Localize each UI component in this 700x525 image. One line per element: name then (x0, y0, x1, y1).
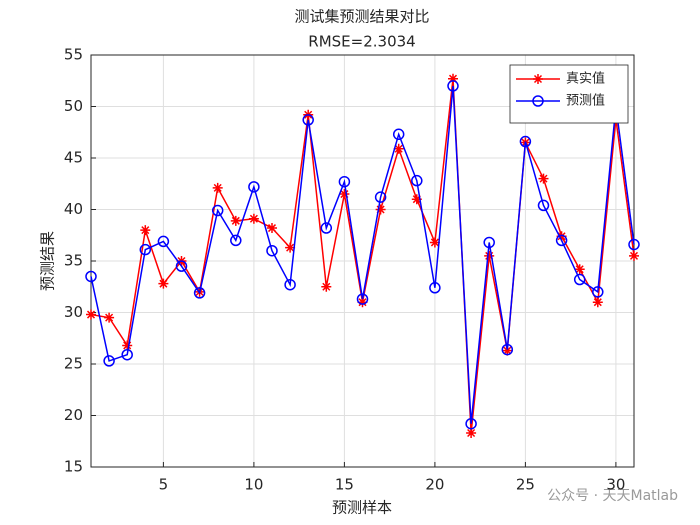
marker (267, 223, 277, 234)
marker (532, 95, 544, 107)
marker (537, 199, 550, 212)
marker (574, 264, 585, 275)
marker (321, 281, 332, 292)
y-tick-label: 45 (64, 149, 83, 167)
marker (556, 231, 567, 242)
marker (339, 189, 350, 200)
marker (139, 243, 152, 256)
chart-subtitle: RMSE=2.3034 (308, 33, 415, 51)
marker (502, 345, 513, 356)
y-tick-label: 15 (64, 458, 83, 476)
marker (284, 278, 296, 291)
marker (175, 260, 188, 272)
x-tick-label: 20 (425, 476, 444, 494)
x-tick-label: 15 (335, 476, 354, 494)
marker (484, 250, 495, 261)
y-tick-label: 25 (64, 355, 83, 373)
marker (193, 287, 206, 299)
marker (140, 225, 151, 236)
marker (122, 340, 133, 351)
watermark: 公众号 · 天天Matlab (547, 488, 678, 504)
marker (356, 293, 369, 305)
series-line (90, 85, 635, 424)
marker (501, 343, 514, 356)
x-tick-label: 25 (516, 476, 535, 494)
marker (447, 80, 459, 92)
marker (465, 417, 477, 430)
marker (103, 355, 115, 367)
marker (212, 182, 223, 193)
x-tick-label: 30 (606, 476, 625, 494)
marker (573, 273, 586, 286)
y-tick-label: 40 (64, 200, 83, 218)
marker (230, 234, 242, 247)
marker (86, 309, 96, 320)
y-axis-label: 预测结果 (39, 231, 57, 291)
marker (374, 191, 387, 203)
marker (411, 194, 422, 205)
legend-label: 预测值 (566, 93, 605, 109)
marker (555, 234, 568, 247)
marker (85, 270, 97, 283)
marker (592, 286, 604, 298)
y-tick-label: 55 (64, 46, 83, 64)
x-axis-label: 预测样本 (332, 499, 392, 517)
marker (248, 181, 260, 193)
marker (285, 242, 296, 253)
chart-title: 测试集预测结果对比 (294, 8, 429, 26)
y-tick-label: 50 (64, 97, 83, 115)
marker (320, 222, 333, 234)
y-tick-label: 35 (64, 252, 83, 270)
marker (533, 74, 543, 84)
axes-box (90, 54, 635, 468)
marker (266, 244, 278, 257)
marker (158, 278, 169, 289)
marker (357, 297, 368, 308)
marker (338, 175, 351, 188)
legend-box (509, 64, 629, 124)
marker (104, 312, 115, 323)
marker (375, 204, 386, 215)
marker (592, 297, 603, 308)
marker (628, 238, 640, 251)
x-tick-label: 10 (244, 476, 263, 494)
marker (157, 235, 170, 248)
marker (393, 143, 404, 154)
x-tick-label: 5 (159, 476, 169, 494)
legend-label: 真实值 (566, 71, 605, 87)
marker (211, 204, 224, 217)
marker (466, 428, 477, 439)
y-tick-label: 30 (64, 303, 83, 321)
marker (519, 135, 532, 148)
marker (121, 348, 133, 361)
marker (411, 174, 423, 187)
y-tick-label: 20 (64, 406, 83, 424)
marker (538, 173, 549, 184)
marker (248, 213, 259, 224)
marker (392, 128, 405, 141)
marker (302, 114, 314, 126)
marker (629, 250, 639, 261)
marker (429, 237, 440, 248)
marker (448, 73, 458, 84)
marker (483, 236, 495, 249)
marker (230, 215, 241, 226)
marker (429, 282, 441, 294)
